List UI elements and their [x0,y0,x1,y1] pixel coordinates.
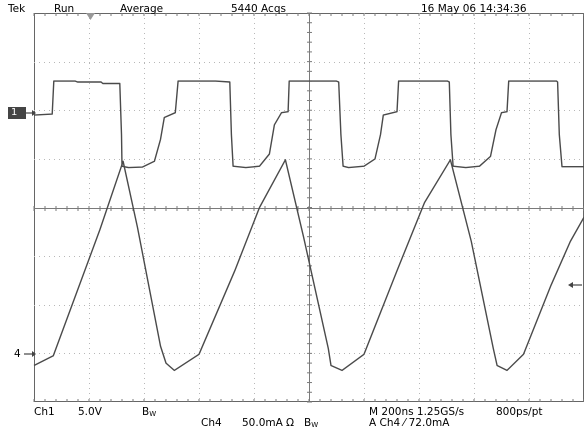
ch1-marker[interactable] [8,106,36,120]
trace-ch1 [33,80,584,169]
date-time: 16 May 06 14:34:36 [421,3,527,15]
ch4-impedance-icon: Ω [286,417,295,429]
brand-label: Tek [8,3,26,15]
timebase-readout[interactable]: M 200ns 1.25GS/s [369,406,465,418]
traces [33,80,584,372]
ch4-scale: 50.0mA [242,417,283,429]
ch4-marker-arrow-icon[interactable] [24,348,36,360]
trace-ch4 [33,159,584,372]
ch1-scale: 5.0V [78,406,102,418]
acquisition-count: 5440 Acqs [231,3,286,15]
acquisition-mode[interactable]: Average [120,3,164,15]
trigger-level-icon[interactable] [568,280,582,290]
ch1-bandwidth-limit: BW [142,406,157,418]
run-state[interactable]: Run [54,3,75,15]
trigger-readout[interactable]: A Ch4 ⁄ 72.0mA [369,417,450,429]
trigger-position-icon[interactable] [86,13,95,21]
ch4-label[interactable]: Ch4 [201,417,222,429]
graticule [33,12,584,403]
ch4-marker-label: 4 [14,348,21,360]
ch1-label[interactable]: Ch1 [34,406,55,418]
record-resolution: 800ps/pt [496,406,543,418]
ch4-bandwidth-limit: BW [304,417,319,429]
ch1-marker-label: 1 [11,107,18,118]
